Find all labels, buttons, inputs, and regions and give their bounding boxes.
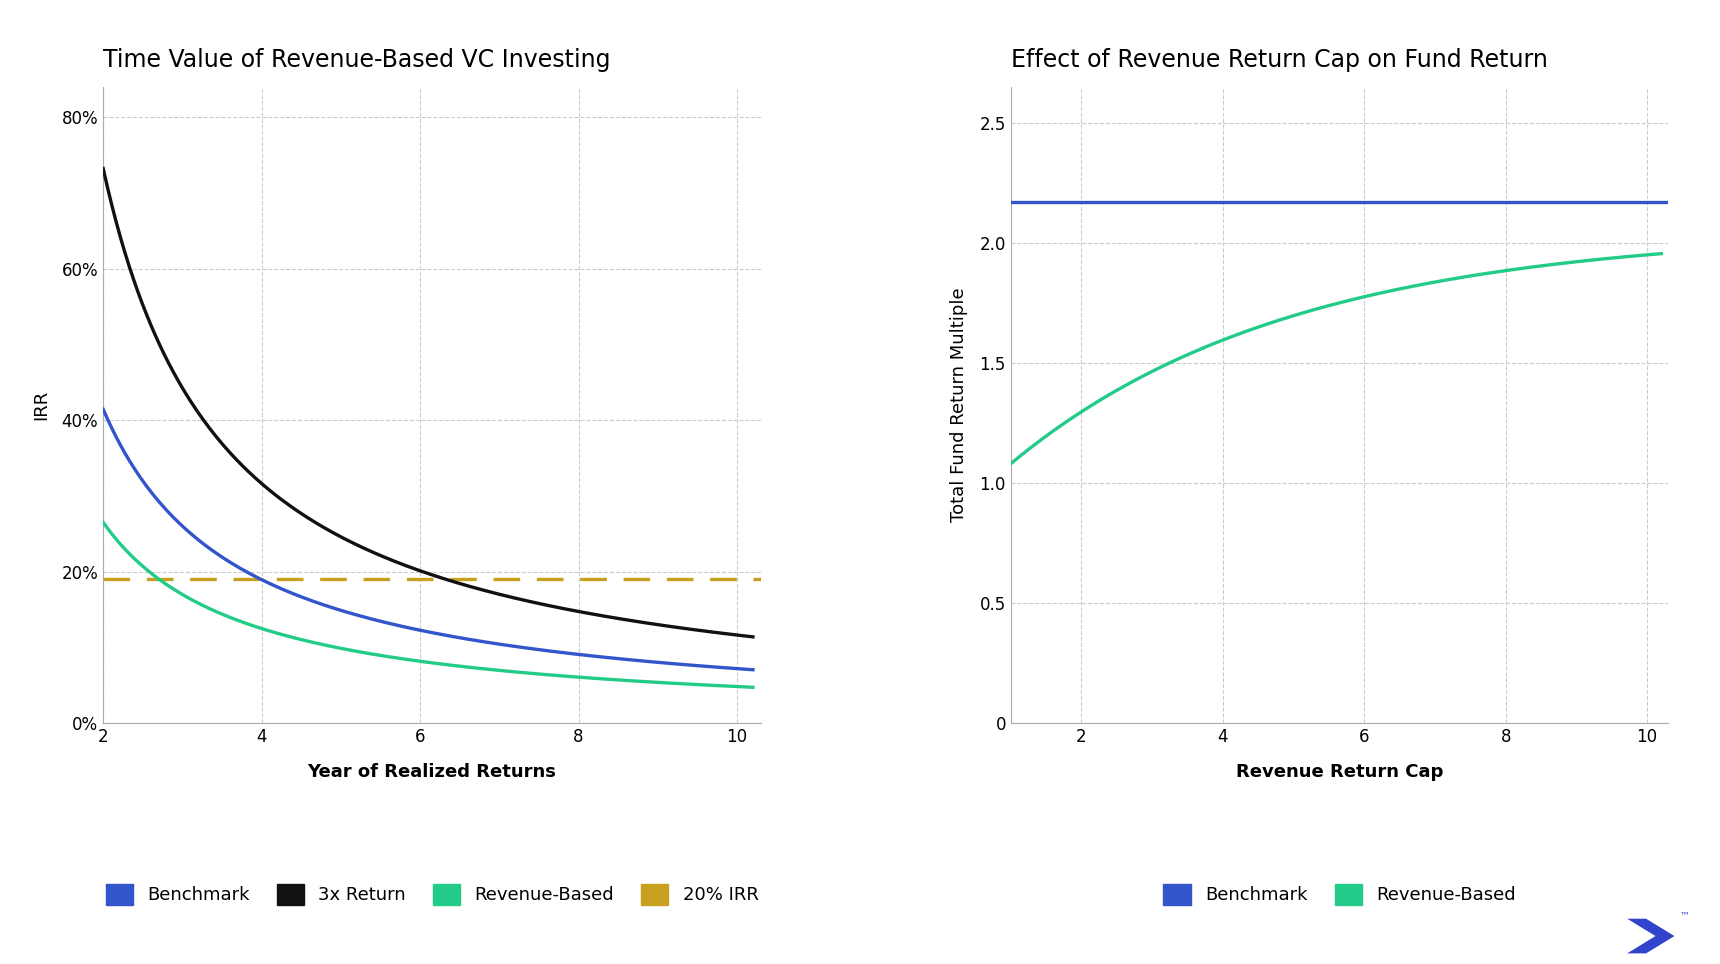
- Legend: Benchmark, 3x Return, Revenue-Based, 20% IRR: Benchmark, 3x Return, Revenue-Based, 20%…: [105, 884, 759, 905]
- Y-axis label: Total Fund Return Multiple: Total Fund Return Multiple: [951, 287, 968, 522]
- X-axis label: Revenue Return Cap: Revenue Return Cap: [1237, 763, 1443, 781]
- X-axis label: Year of Realized Returns: Year of Realized Returns: [308, 763, 557, 781]
- Text: ™: ™: [1679, 910, 1689, 920]
- Y-axis label: IRR: IRR: [33, 389, 50, 420]
- Legend: Benchmark, Revenue-Based: Benchmark, Revenue-Based: [1163, 884, 1515, 905]
- Text: Effect of Revenue Return Cap on Fund Return: Effect of Revenue Return Cap on Fund Ret…: [1011, 48, 1548, 72]
- Polygon shape: [1627, 919, 1675, 953]
- Text: Time Value of Revenue-Based VC Investing: Time Value of Revenue-Based VC Investing: [103, 48, 611, 72]
